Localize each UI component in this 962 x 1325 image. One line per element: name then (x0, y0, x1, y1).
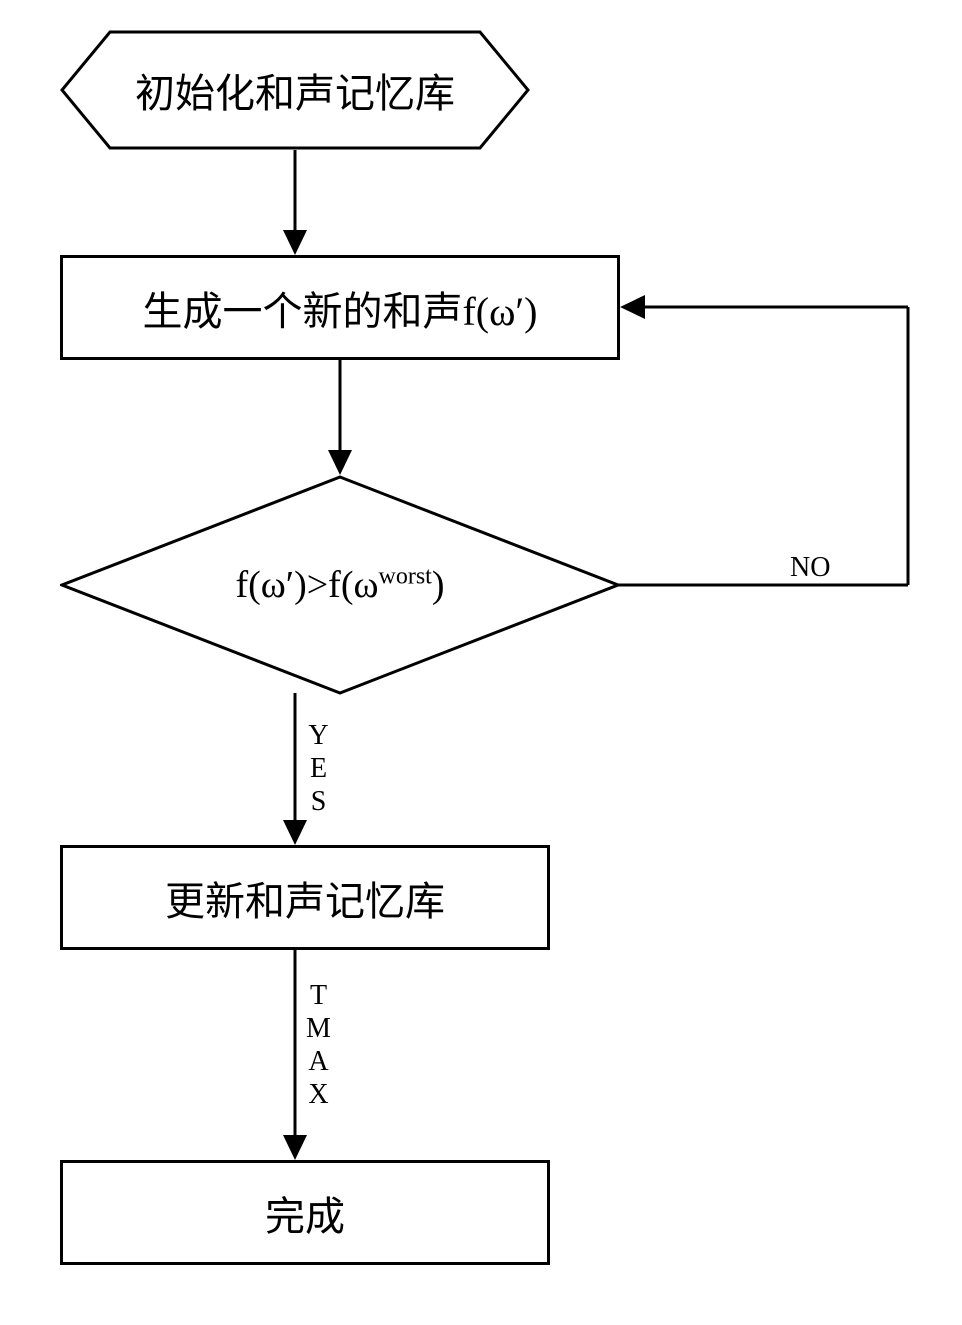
node-update-label: 更新和声记忆库 (165, 869, 445, 927)
node-gen-label: 生成一个新的和声f(ω′) (142, 279, 537, 337)
node-decide: f(ω′)>f(ωworst) (60, 475, 620, 695)
flowchart-canvas: 初始化和声记忆库 生成一个新的和声f(ω′) f(ω′)>f(ωworst) (0, 0, 962, 1325)
edge-no-loop (618, 290, 918, 590)
text: YES (303, 720, 334, 819)
edge-tmax-label: TMAX (302, 980, 334, 1112)
node-update: 更新和声记忆库 (60, 845, 550, 950)
edge-start-gen (278, 150, 312, 255)
node-done: 完成 (60, 1160, 550, 1265)
text: f(ω′)>f(ωworst) (235, 563, 444, 607)
edge-no-label: NO (790, 552, 830, 584)
node-gen: 生成一个新的和声f(ω′) (60, 255, 620, 360)
edge-yes-label: YES (302, 720, 334, 819)
node-start: 初始化和声记忆库 (60, 30, 530, 150)
text: NO (790, 552, 830, 583)
node-start-label: 初始化和声记忆库 (60, 30, 530, 150)
node-done-label: 完成 (265, 1184, 345, 1242)
text: TMAX (303, 980, 334, 1112)
text: 初始化和声记忆库 (135, 61, 455, 119)
edge-gen-decide (323, 360, 357, 475)
node-decide-label: f(ω′)>f(ωworst) (60, 475, 620, 695)
